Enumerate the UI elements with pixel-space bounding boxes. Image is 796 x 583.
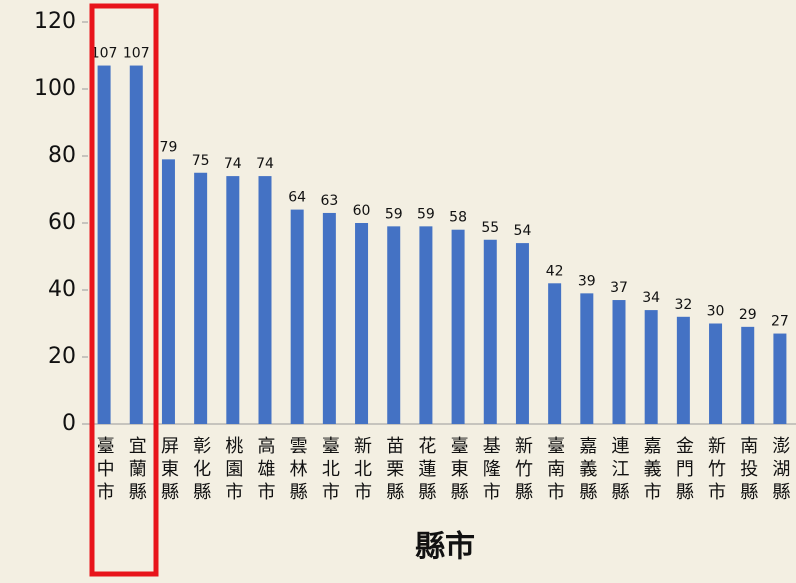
bar bbox=[129, 65, 143, 425]
bar bbox=[258, 176, 272, 424]
value-label: 39 bbox=[578, 273, 596, 289]
bar bbox=[451, 229, 465, 424]
x-tick-label: 嘉義市 bbox=[641, 436, 662, 505]
value-label: 34 bbox=[642, 290, 660, 306]
y-tick-label: 20 bbox=[48, 344, 76, 369]
value-label: 74 bbox=[256, 156, 274, 172]
value-label: 59 bbox=[417, 206, 435, 222]
x-tick-label: 連江縣 bbox=[609, 436, 630, 505]
value-label: 27 bbox=[771, 314, 789, 330]
bar bbox=[676, 316, 690, 424]
y-tick-label: 60 bbox=[48, 210, 76, 235]
value-label: 59 bbox=[385, 206, 403, 222]
bar bbox=[580, 293, 594, 424]
bar bbox=[515, 243, 529, 424]
x-tick-label: 金門縣 bbox=[673, 436, 694, 505]
y-tick-label: 100 bbox=[34, 76, 76, 101]
value-label: 64 bbox=[288, 190, 306, 206]
x-tick-label: 嘉義縣 bbox=[576, 436, 597, 505]
highlight-box bbox=[89, 3, 159, 577]
bar bbox=[387, 226, 401, 424]
x-tick-label: 臺南市 bbox=[544, 436, 565, 505]
value-label: 79 bbox=[160, 139, 178, 155]
x-tick-label: 彰化縣 bbox=[190, 436, 211, 505]
value-label: 54 bbox=[514, 223, 532, 239]
x-tick-label: 新竹市 bbox=[705, 436, 726, 505]
bar bbox=[290, 209, 304, 424]
x-tick-label: 宜蘭縣 bbox=[126, 436, 147, 505]
value-label: 63 bbox=[320, 193, 338, 209]
x-tick-label: 基隆市 bbox=[480, 436, 501, 505]
x-axis-title: 縣市 bbox=[415, 530, 475, 565]
x-tick-label: 高雄市 bbox=[255, 436, 276, 505]
x-tick-label: 新竹縣 bbox=[512, 436, 533, 505]
value-label: 107 bbox=[123, 46, 150, 62]
bar bbox=[161, 159, 175, 424]
value-label: 42 bbox=[546, 263, 564, 279]
x-tick-label: 屏東縣 bbox=[158, 436, 179, 505]
bar bbox=[483, 239, 497, 424]
x-tick-label: 臺東縣 bbox=[448, 436, 469, 505]
value-label: 30 bbox=[707, 304, 725, 320]
x-tick-label: 桃園市 bbox=[222, 436, 243, 505]
bar bbox=[226, 176, 240, 424]
x-tick-label: 花蓮縣 bbox=[415, 436, 436, 505]
value-label: 60 bbox=[353, 203, 371, 219]
value-label: 29 bbox=[739, 307, 757, 323]
bar bbox=[773, 333, 787, 424]
x-tick-label: 臺中市 bbox=[94, 436, 115, 505]
x-tick-label: 南投縣 bbox=[737, 436, 758, 505]
bar bbox=[194, 172, 208, 424]
x-tick-label: 臺北市 bbox=[319, 436, 340, 505]
value-label: 107 bbox=[91, 46, 118, 62]
y-tick-label: 120 bbox=[34, 9, 76, 34]
y-tick-label: 0 bbox=[62, 411, 76, 436]
bar bbox=[709, 323, 723, 424]
bar bbox=[355, 223, 369, 424]
value-label: 75 bbox=[192, 153, 210, 169]
x-tick-label: 雲林縣 bbox=[287, 436, 308, 505]
value-label: 37 bbox=[610, 280, 628, 296]
value-label: 74 bbox=[224, 156, 242, 172]
value-label: 58 bbox=[449, 210, 467, 226]
x-tick-label: 新北市 bbox=[351, 436, 372, 505]
bar bbox=[612, 300, 626, 424]
bar bbox=[644, 310, 658, 424]
value-label: 32 bbox=[674, 297, 692, 313]
bar bbox=[741, 326, 755, 424]
bar bbox=[322, 212, 336, 424]
bar bbox=[419, 226, 433, 424]
y-tick-label: 80 bbox=[48, 143, 76, 168]
y-tick-label: 40 bbox=[48, 277, 76, 302]
x-tick-label: 苗栗縣 bbox=[383, 436, 404, 505]
x-tick-label: 澎湖縣 bbox=[769, 436, 790, 505]
bar bbox=[548, 283, 562, 424]
value-label: 55 bbox=[481, 220, 499, 236]
bar bbox=[97, 65, 111, 425]
